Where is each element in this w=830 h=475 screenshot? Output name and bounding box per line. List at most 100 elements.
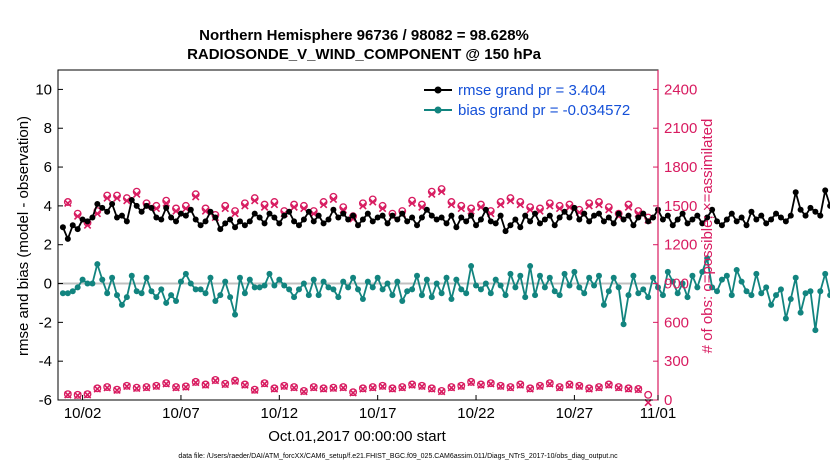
obs-possible-marker (162, 379, 171, 388)
rmse-point (812, 208, 819, 215)
rmse-point (153, 214, 160, 221)
obs-possible-marker (506, 383, 515, 392)
bias-point (340, 278, 347, 285)
obs-assimilated-marker (83, 391, 92, 399)
obs-possible-marker (260, 379, 269, 388)
obs-assimilated-marker (221, 380, 229, 389)
bias-point (674, 290, 681, 297)
bias-point (797, 309, 804, 316)
bias-point (227, 294, 234, 301)
rmse-point (728, 210, 735, 217)
bias-point (792, 274, 799, 281)
rmse-point (148, 204, 155, 211)
obs-assimilated-marker (624, 385, 633, 393)
obs-assimilated-marker (329, 384, 338, 393)
rmse-point (758, 212, 765, 219)
bias-point (389, 292, 396, 299)
rmse-point (399, 210, 406, 217)
obs-assimilated-marker (614, 383, 623, 392)
rmse-point (300, 216, 307, 223)
obs-assimilated-marker (359, 385, 367, 393)
obs-possible-marker (496, 381, 505, 390)
obs-possible-marker (63, 390, 72, 399)
obs-assimilated-marker (378, 204, 387, 213)
rmse-point (222, 220, 229, 227)
bias-point (114, 292, 121, 299)
obs-assimilated-marker (526, 205, 534, 214)
obs-assimilated-marker (447, 383, 456, 392)
rmse-point (527, 218, 534, 225)
rmse-point (271, 214, 278, 221)
obs-assimilated-marker (457, 382, 466, 391)
bias-point (527, 263, 534, 270)
bias-point (723, 272, 730, 279)
bias-point (394, 278, 401, 285)
obs-possible-marker (142, 383, 151, 392)
bias-point (492, 276, 499, 283)
chart-title: Northern Hemisphere 96736 / 98082 = 98.6… (199, 27, 529, 44)
rmse-point (84, 218, 91, 225)
bias-point (222, 278, 229, 285)
rmse-point (664, 212, 671, 219)
rmse-point (714, 218, 721, 225)
obs-possible-marker (280, 381, 289, 390)
bias-point (241, 290, 248, 297)
bias-point (246, 276, 253, 283)
bias-point (300, 280, 307, 287)
obs-possible-marker (93, 384, 102, 393)
rmse-point (807, 204, 814, 211)
bias-point (566, 282, 573, 289)
rmse-point (187, 206, 194, 213)
rmse-point (202, 218, 209, 225)
rmse-point (173, 218, 180, 225)
obs-assimilated-marker (260, 380, 269, 388)
rmse-point (104, 208, 111, 215)
bias-point (276, 276, 283, 283)
bias-point (84, 280, 91, 287)
bias-point (738, 278, 745, 285)
y-tick-label: 6 (44, 159, 52, 176)
obs-assimilated-marker (447, 200, 456, 209)
y-tick-label: 2 (44, 237, 52, 254)
bias-point (212, 298, 219, 304)
bias-point (463, 290, 470, 297)
bias-point (414, 272, 421, 279)
obs-assimilated-marker (162, 199, 170, 208)
rmse-point (487, 218, 494, 225)
obs-possible-marker (634, 385, 643, 393)
bias-point (158, 286, 165, 293)
rmse-point (699, 220, 706, 227)
obs-assimilated-marker (113, 386, 121, 395)
bias-point (236, 274, 243, 281)
obs-assimilated-marker (516, 200, 525, 209)
obs-assimilated-marker (201, 207, 210, 215)
rmse-point (630, 222, 637, 229)
rmse-point (738, 214, 745, 221)
obs-assimilated-marker (378, 382, 387, 391)
rmse-point (315, 212, 322, 219)
bias-point (684, 294, 691, 301)
rmse-point (305, 208, 312, 215)
obs-assimilated-marker (241, 381, 249, 389)
obs-assimilated-marker (487, 380, 495, 388)
footnote: data file: /Users/raeder/DAI/ATM_forcXX/… (178, 453, 618, 460)
obs-possible-marker (309, 383, 318, 392)
obs-assimilated-marker (162, 380, 170, 388)
obs-assimilated-marker (182, 383, 190, 391)
obs-assimilated-marker (319, 200, 328, 209)
bias-point (399, 298, 406, 304)
rmse-point (797, 206, 804, 213)
rmse-point (448, 212, 455, 219)
rmse-point (207, 208, 214, 215)
rmse-point (251, 210, 258, 217)
x-tick-label: 10/07 (162, 405, 200, 422)
bias-point (89, 280, 96, 287)
obs-possible-marker (358, 384, 367, 393)
rmse-point (374, 214, 381, 221)
bias-point (522, 294, 529, 301)
bias-point (192, 286, 199, 293)
bias-point (453, 276, 460, 283)
obs-assimilated-marker (565, 381, 574, 389)
rmse-point (414, 222, 421, 229)
